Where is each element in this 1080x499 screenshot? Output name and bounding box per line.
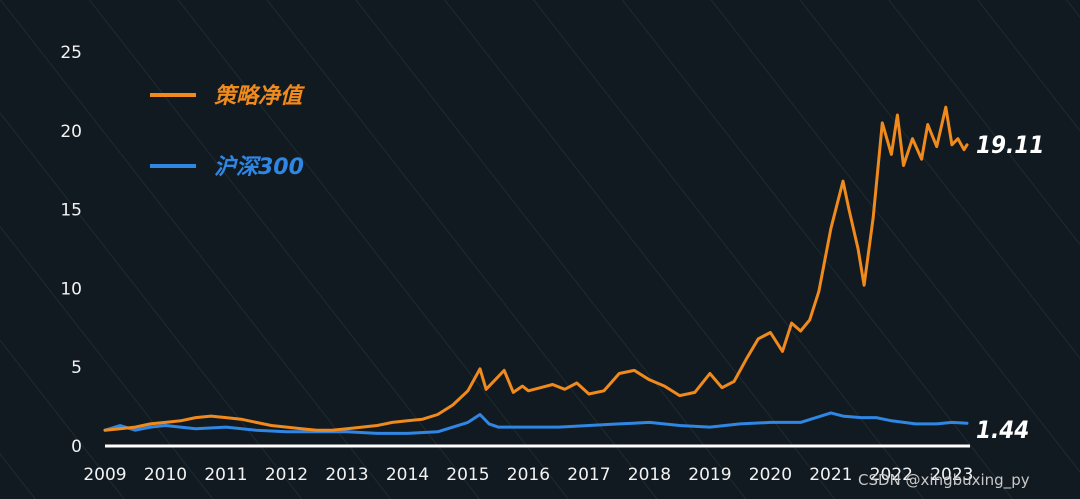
x-tick-label: 2019 xyxy=(688,465,731,485)
x-tick-label: 2009 xyxy=(83,465,126,485)
series-layer xyxy=(103,105,969,435)
y-tick-label: 5 xyxy=(71,358,82,378)
end-value-label-hs300: 1.44 xyxy=(976,416,1029,444)
series-line-strategy xyxy=(103,105,969,432)
x-tick-label: 2020 xyxy=(749,465,792,485)
y-axis: 0 5 10 15 20 25 xyxy=(60,43,82,457)
x-tick-label: 2016 xyxy=(507,465,550,485)
x-tick-label: 2010 xyxy=(144,465,187,485)
x-tick-label: 2014 xyxy=(386,465,429,485)
y-tick-label: 0 xyxy=(71,437,82,457)
watermark: CSDN @xingbuxing_py xyxy=(858,471,1030,490)
x-tick-label: 2017 xyxy=(567,465,610,485)
x-tick-label: 2015 xyxy=(446,465,489,485)
legend-label-strategy: 策略净值 xyxy=(214,83,305,109)
y-tick-label: 15 xyxy=(60,201,82,221)
x-tick-label: 2012 xyxy=(265,465,308,485)
x-tick-label: 2021 xyxy=(809,465,852,485)
x-tick-label: 2013 xyxy=(325,465,368,485)
y-tick-label: 10 xyxy=(60,279,82,299)
y-tick-label: 25 xyxy=(60,43,82,63)
y-tick-label: 20 xyxy=(60,122,82,142)
x-tick-label: 2011 xyxy=(204,465,247,485)
series-line-hs300 xyxy=(103,411,969,435)
legend-label-hs300: 沪深300 xyxy=(214,155,304,180)
x-tick-label: 2023 xyxy=(930,465,973,485)
end-value-label-strategy: 19.11 xyxy=(976,131,1044,159)
x-tick-label: 2022 xyxy=(870,465,913,485)
x-tick-label: 2018 xyxy=(628,465,671,485)
x-axis: 2009 2010 2011 2012 2013 2014 2015 2016 2017 2018… xyxy=(83,465,973,485)
legend: 策略净值 沪深300 xyxy=(150,83,305,180)
